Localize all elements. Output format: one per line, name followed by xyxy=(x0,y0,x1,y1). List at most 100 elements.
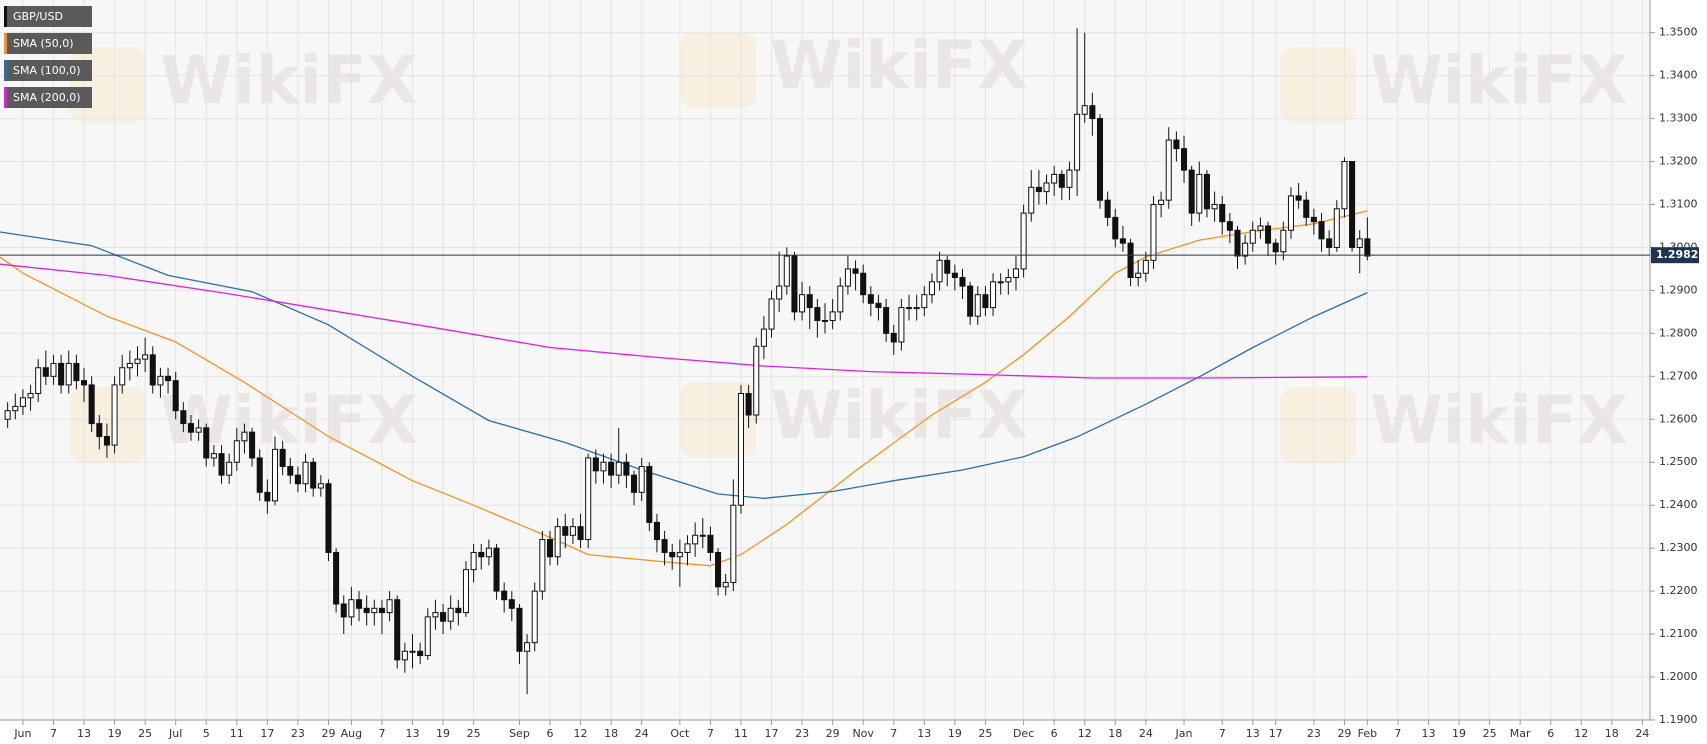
candle-body xyxy=(1356,238,1363,248)
x-tick-label: 11 xyxy=(230,727,244,740)
candle-body xyxy=(508,599,515,609)
candle-body xyxy=(12,405,19,412)
candle-body xyxy=(1165,139,1172,201)
candle-body xyxy=(325,483,332,553)
candle-body xyxy=(783,255,790,287)
x-tick-label: 19 xyxy=(108,727,122,740)
candle-body xyxy=(447,607,454,622)
candle-body xyxy=(928,281,935,296)
candle-body xyxy=(1081,105,1088,115)
x-tick-label: Jul xyxy=(168,727,182,740)
candle-body xyxy=(256,457,263,493)
candle-body xyxy=(1135,272,1142,279)
candle-body xyxy=(478,551,485,558)
candle-body xyxy=(967,285,974,317)
last-price-label: 1.2982 xyxy=(1656,248,1698,261)
candle-body xyxy=(348,599,355,618)
candle-body xyxy=(1005,277,1012,283)
y-tick-label: 1.2500 xyxy=(1659,455,1698,468)
x-tick-label: 23 xyxy=(1307,727,1321,740)
y-tick-label: 1.3400 xyxy=(1659,69,1698,82)
candle-body xyxy=(73,362,80,382)
candle-body xyxy=(1089,105,1096,120)
candle-body xyxy=(1295,195,1302,201)
watermark-logo xyxy=(680,32,756,108)
candle-body xyxy=(1333,208,1340,248)
candle-body xyxy=(1127,242,1134,279)
x-tick-label: 6 xyxy=(1547,727,1554,740)
candle-body xyxy=(623,461,630,476)
candle-body xyxy=(1242,242,1249,257)
candle-body xyxy=(1364,238,1371,257)
candle-body xyxy=(210,453,217,459)
candle-body xyxy=(1249,229,1256,244)
candle-body xyxy=(707,534,714,553)
candle-body xyxy=(310,461,317,489)
candle-body xyxy=(35,367,42,395)
candle-body xyxy=(226,461,233,476)
candle-body xyxy=(401,650,408,661)
y-tick-label: 1.2300 xyxy=(1659,541,1698,554)
y-tick-label: 1.3500 xyxy=(1659,26,1698,39)
x-tick-label: 29 xyxy=(826,727,840,740)
candle-body xyxy=(554,526,561,558)
x-tick-label: 17 xyxy=(1269,727,1283,740)
candle-body xyxy=(249,431,256,459)
candle-body xyxy=(974,294,981,317)
candle-body xyxy=(1158,199,1165,205)
candle-body xyxy=(592,457,599,472)
candle-body xyxy=(1173,139,1180,150)
candle-body xyxy=(424,616,431,657)
legend-label: SMA (50,0) xyxy=(13,37,74,50)
candle-body xyxy=(921,294,928,309)
legend-box xyxy=(4,6,92,27)
candle-body xyxy=(470,551,477,571)
candle-body xyxy=(81,380,88,386)
y-tick-label: 1.2200 xyxy=(1659,584,1698,597)
candle-body xyxy=(1074,113,1081,171)
x-tick-label: 12 xyxy=(1078,727,1092,740)
x-tick-label: 12 xyxy=(1574,727,1588,740)
candle-body xyxy=(1066,169,1073,188)
y-tick-label: 1.2700 xyxy=(1659,369,1698,382)
candle-body xyxy=(745,393,752,416)
candle-body xyxy=(692,534,699,545)
candle-body xyxy=(867,294,874,304)
x-tick-label: 18 xyxy=(1605,727,1619,740)
candle-body xyxy=(1142,259,1149,274)
candle-body xyxy=(371,607,378,614)
candle-body xyxy=(906,307,913,310)
x-tick-label: 29 xyxy=(1337,727,1351,740)
x-tick-label: 29 xyxy=(321,727,335,740)
legend-label: SMA (200,0) xyxy=(13,91,81,104)
candle-body xyxy=(180,410,187,425)
candle-body xyxy=(531,590,538,644)
candle-body xyxy=(386,599,393,614)
candle-body xyxy=(569,526,576,536)
x-tick-label: 13 xyxy=(1246,727,1260,740)
candle-body xyxy=(1203,173,1210,210)
candle-body xyxy=(799,294,806,313)
x-tick-label: 17 xyxy=(260,727,274,740)
candle-body xyxy=(432,612,439,618)
candle-body xyxy=(333,551,340,605)
candle-body xyxy=(722,582,729,588)
candle-body xyxy=(562,526,569,536)
legend: GBP/USD SMA (50,0) SMA (100,0) SMA (200,0) xyxy=(4,6,92,108)
marks xyxy=(0,28,1371,695)
candle-body xyxy=(1020,212,1027,270)
candle-body xyxy=(539,539,546,592)
x-tick-label: 25 xyxy=(467,727,481,740)
candle-body xyxy=(837,285,844,313)
candle-body xyxy=(852,268,859,274)
candle-body xyxy=(676,551,683,558)
candle-body xyxy=(524,642,531,652)
candle-body xyxy=(890,332,897,343)
x-tick-label: Aug xyxy=(341,727,362,740)
candle-body xyxy=(1012,268,1019,279)
candle-body xyxy=(1150,203,1157,261)
candle-body xyxy=(149,354,156,386)
candle-body xyxy=(1234,229,1241,257)
candle-body xyxy=(1341,161,1348,210)
